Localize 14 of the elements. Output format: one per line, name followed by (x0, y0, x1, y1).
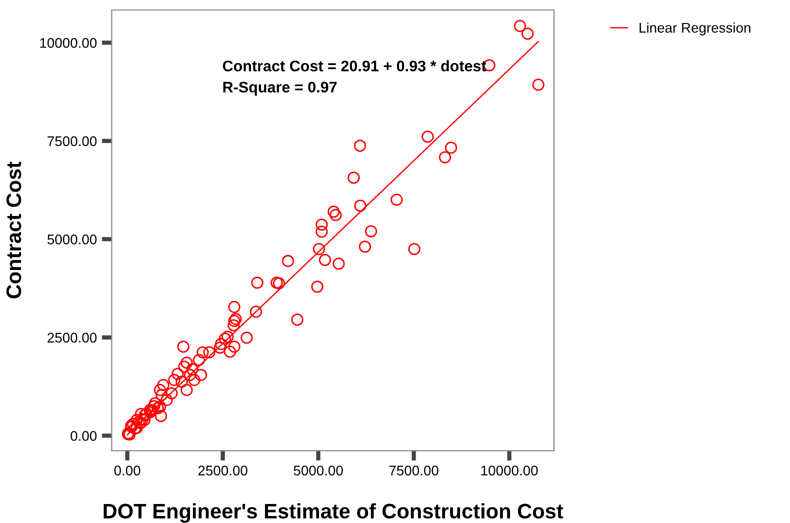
x-tick-label: 0.00 (114, 466, 140, 476)
y-tick-label: 7500.00 (48, 136, 97, 146)
y-tick-label: 5000.00 (47, 234, 97, 244)
x-axis-title: DOT Engineer's Estimate of Construction Cost (104, 503, 564, 523)
annotation: R-Square = 0.97 (223, 82, 337, 96)
x-tick-label: 10000.00 (481, 466, 538, 476)
y-tick-label: 2500.00 (48, 332, 97, 343)
legend-label: Linear Regression (640, 22, 750, 36)
x-tick-label: 5000.00 (294, 466, 343, 476)
y-tick-label: 0.00 (70, 431, 97, 441)
x-tick-label: 7500.00 (389, 466, 438, 476)
y-axis-title: Contract Cost (6, 162, 22, 298)
x-tick-label: 2500.00 (198, 466, 248, 476)
y-tick-label: 10000.00 (40, 38, 97, 48)
